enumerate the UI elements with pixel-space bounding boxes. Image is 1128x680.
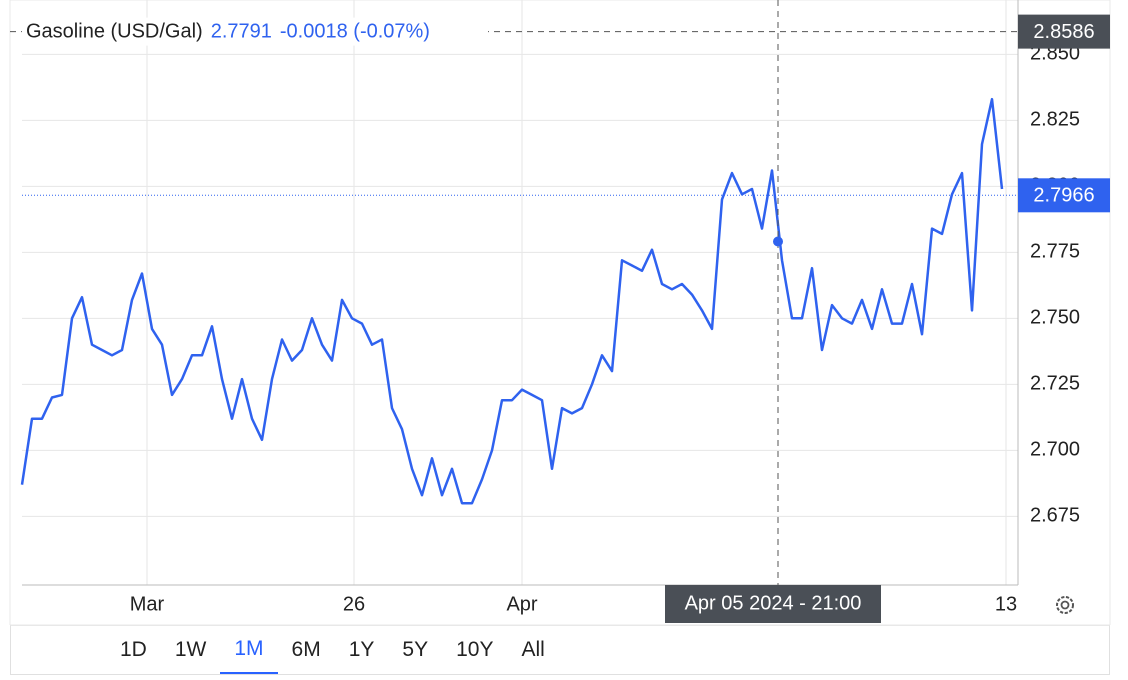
chart: 2.6752.7002.7252.7502.7752.8002.8252.850… [9, 0, 1111, 626]
last-price-label: 2.7966 [1033, 185, 1094, 207]
y-tick-label: 2.775 [1030, 241, 1080, 263]
range-button[interactable]: 1Y [348, 638, 375, 661]
header-value: 2.7791 [211, 21, 272, 43]
range-button[interactable]: 1M [220, 626, 278, 674]
range-button[interactable]: 5Y [402, 638, 429, 661]
crosshair-y-box [1018, 14, 1110, 49]
header-change: -0.0018 (-0.07%) [280, 21, 430, 43]
range-button[interactable]: 6M [291, 638, 321, 661]
range-button[interactable]: 1W [174, 638, 207, 661]
x-tick-label: Mar [130, 593, 165, 615]
y-tick-label: 2.825 [1030, 109, 1080, 131]
crosshair-x-box [665, 585, 881, 623]
header-bg [22, 17, 488, 46]
plot-border [9, 0, 1111, 626]
price-line [20, 97, 1004, 505]
x-tick-label: Apr [506, 593, 537, 615]
settings-icon[interactable] [1056, 596, 1074, 614]
x-tick-label: 26 [343, 593, 365, 615]
header: Gasoline (USD/Gal) 2.7791 -0.0018 (-0.07%) [26, 21, 430, 43]
y-tick-label: 2.750 [1030, 307, 1080, 329]
range-bar: 1D 1W 1M 6M 1Y 5Y 10Y All [10, 625, 1110, 675]
crosshair-dot [773, 236, 783, 247]
crosshair-y-label: 2.8586 [1033, 21, 1094, 43]
gear-ring [1056, 596, 1074, 614]
header-title: Gasoline (USD/Gal) [26, 21, 203, 43]
range-button[interactable]: 1D [120, 638, 147, 661]
y-tick-label: 2.700 [1030, 439, 1080, 461]
y-tick-label: 2.675 [1030, 505, 1080, 527]
range-button[interactable]: All [521, 638, 545, 661]
last-price-box [1018, 178, 1110, 213]
range-button[interactable]: 10Y [456, 638, 494, 661]
y-tick-label: 2.725 [1030, 373, 1080, 395]
x-tick-label: 13 [995, 593, 1017, 615]
crosshair-x-label: Apr 05 2024 - 21:00 [685, 592, 862, 614]
gear-hole [1060, 600, 1070, 610]
